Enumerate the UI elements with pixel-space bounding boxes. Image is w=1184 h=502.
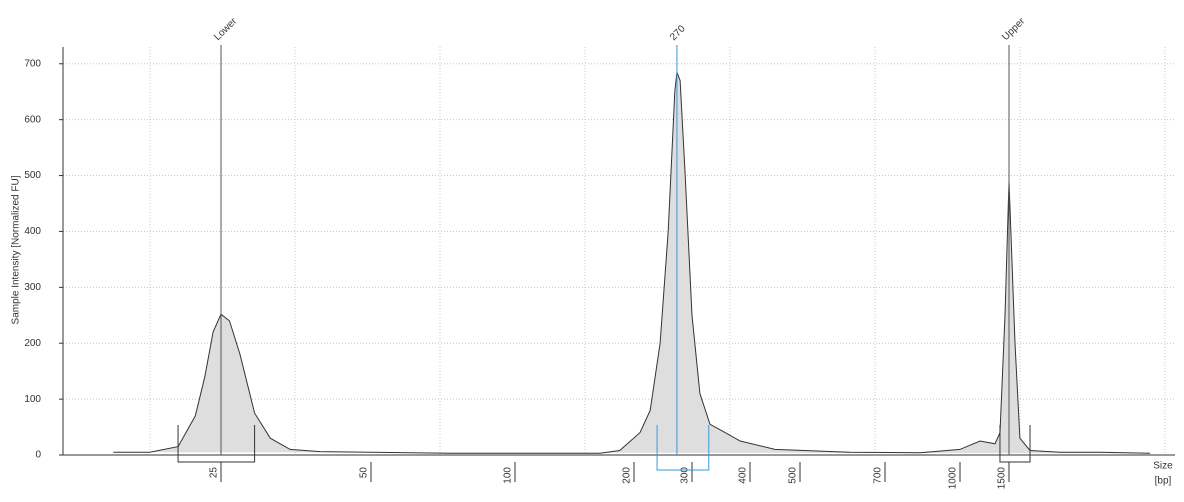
x-tick-label: 700 [873, 467, 884, 484]
x-tick-label: 1000 [948, 467, 959, 490]
x-axis-label: Size [1153, 461, 1173, 472]
y-tick-label: 100 [24, 394, 41, 405]
y-tick-label: 600 [24, 114, 41, 125]
x-tick-label: 400 [738, 467, 749, 484]
peak-region [999, 425, 1031, 463]
y-tick-label: 0 [35, 450, 41, 461]
y-tick-label: 400 [24, 226, 41, 237]
x-axis-unit: [bp] [1155, 476, 1172, 487]
x-tick-label: 50 [359, 467, 370, 479]
x-tick-label: 500 [788, 467, 799, 484]
y-tick-label: 200 [24, 338, 41, 349]
x-tick-label: 100 [503, 467, 514, 484]
y-tick-label: 300 [24, 282, 41, 293]
peak-region [656, 425, 710, 471]
x-tick-label: 200 [622, 467, 633, 484]
peak-region [177, 425, 256, 463]
y-tick-label: 500 [24, 170, 41, 181]
x-tick-label: 1500 [997, 467, 1008, 490]
y-tick-label: 700 [24, 58, 41, 69]
trace-area [113, 72, 1151, 454]
x-tick-label: 25 [209, 467, 220, 479]
y-axis-label: Sample Intensity [Normalized FU] [11, 175, 22, 324]
x-tick-label: 300 [680, 467, 691, 484]
